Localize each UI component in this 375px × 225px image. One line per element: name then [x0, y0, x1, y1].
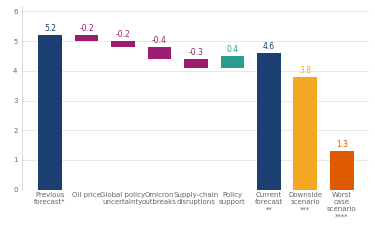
Bar	[184, 59, 208, 68]
Bar	[257, 53, 281, 190]
Text: 0.4: 0.4	[226, 45, 238, 54]
Bar	[148, 47, 171, 59]
Text: -0.4: -0.4	[152, 36, 167, 45]
Bar	[330, 151, 354, 190]
Text: -0.2: -0.2	[116, 30, 130, 39]
Bar	[111, 41, 135, 47]
Text: -0.2: -0.2	[79, 24, 94, 33]
Text: 4.6: 4.6	[263, 42, 275, 51]
Bar	[220, 56, 244, 68]
Bar	[294, 77, 317, 190]
Text: 3.8: 3.8	[299, 66, 311, 75]
Bar	[38, 35, 62, 190]
Text: -0.3: -0.3	[189, 48, 203, 57]
Text: 1.3: 1.3	[336, 140, 348, 149]
Text: 5.2: 5.2	[44, 24, 56, 33]
Bar	[75, 35, 98, 41]
